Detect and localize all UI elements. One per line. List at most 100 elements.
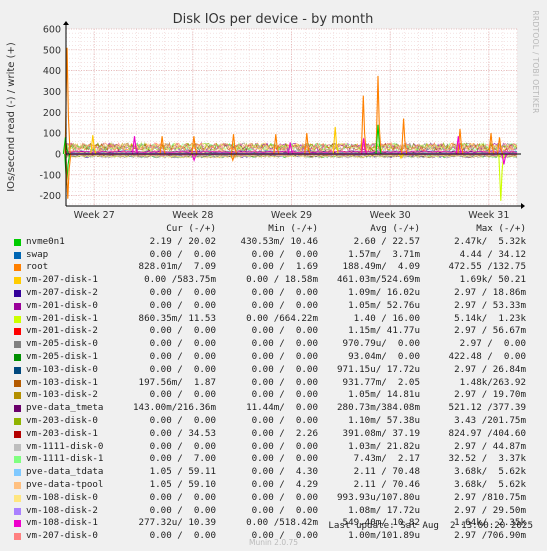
legend-min: 0.00 / 4.29 bbox=[251, 478, 318, 490]
legend-row: vm-201-disk-1 860.35m/ 11.53 0.00 /664.22m… bbox=[12, 313, 537, 326]
legend-max: 2.97 / 53.33m bbox=[454, 299, 526, 311]
legend-name: pve-data-tpool bbox=[26, 478, 104, 490]
legend-min: 0.00 / 0.00 bbox=[251, 363, 318, 375]
legend-cur: 2.19 / 20.02 bbox=[149, 235, 216, 247]
header-min: Min (-/+) bbox=[268, 223, 318, 234]
legend-avg: 971.15u/ 17.72u bbox=[337, 363, 420, 375]
legend-avg: 7.43m/ 2.17 bbox=[353, 453, 420, 465]
header-max: Max (-/+) bbox=[476, 223, 526, 234]
axes bbox=[63, 21, 525, 209]
legend-name: vm-203-disk-1 bbox=[26, 427, 98, 439]
legend-min: 0.00 / 0.00 bbox=[251, 389, 318, 401]
legend-min: 430.53m/ 10.46 bbox=[240, 235, 318, 247]
legend-row: vm-201-disk-2 0.00 / 0.00 0.00 / 0.00 1.15m… bbox=[12, 325, 537, 338]
legend-name: vm-108-disk-2 bbox=[26, 504, 98, 516]
legend-swatch bbox=[14, 469, 21, 477]
legend-swatch bbox=[14, 417, 21, 425]
legend-cur: 0.00 / 0.00 bbox=[149, 530, 216, 542]
legend-min: 0.00 / 0.00 bbox=[251, 350, 318, 362]
y-tick-label: 300 bbox=[43, 87, 61, 98]
legend-max: 824.97 /404.60 bbox=[448, 427, 526, 439]
legend-avg: 1.40 / 16.00 bbox=[353, 312, 420, 324]
legend-name: vm-207-disk-1 bbox=[26, 274, 98, 286]
series-spike bbox=[398, 153, 405, 160]
legend-swatch bbox=[14, 315, 21, 323]
legend-max: 2.97 / 26.84m bbox=[454, 363, 526, 375]
legend-name: vm-201-disk-0 bbox=[26, 299, 98, 311]
legend-max: 2.97 / 29.50m bbox=[454, 504, 526, 516]
legend-min: 0.00 / 0.00 bbox=[251, 440, 318, 452]
legend-swatch bbox=[14, 238, 21, 246]
legend-max: 2.97 / 18.86m bbox=[454, 286, 526, 298]
legend-cur: 0.00 /583.75m bbox=[144, 274, 216, 286]
series-line-write bbox=[65, 150, 518, 154]
legend-max: 5.14k/ 1.23k bbox=[454, 312, 526, 324]
legend-row: vm-203-disk-1 0.00 / 34.53 0.00 / 2.26 391.… bbox=[12, 428, 537, 441]
legend-rows: nvme0n1 2.19 / 20.02 430.53m/ 10.46 2.60 / … bbox=[12, 236, 537, 543]
series-spike bbox=[332, 126, 339, 154]
x-tick-label: Week 29 bbox=[271, 210, 312, 221]
legend-max: 2.47k/ 5.32k bbox=[454, 235, 526, 247]
legend-cur: 0.00 / 0.00 bbox=[149, 389, 216, 401]
legend-avg: 1.09m/ 16.02u bbox=[348, 286, 420, 298]
legend-avg: 1.03m/ 21.82u bbox=[348, 440, 420, 452]
legend-avg: 1.10m/ 57.38u bbox=[348, 414, 420, 426]
legend-row: root 828.01m/ 7.09 0.00 / 1.69 188.49m/ 4.0… bbox=[12, 261, 537, 274]
legend-row: vm-207-disk-0 0.00 / 0.00 0.00 / 0.00 1.00m… bbox=[12, 530, 537, 543]
legend-max: 2.97 /706.90m bbox=[454, 530, 526, 542]
legend-swatch bbox=[14, 456, 21, 464]
y-tick-label: 200 bbox=[43, 108, 61, 119]
legend-row: vm-103-disk-2 0.00 / 0.00 0.00 / 0.00 1.05m… bbox=[12, 389, 537, 402]
y-tick-label: 100 bbox=[43, 129, 61, 140]
legend-min: 0.00 / 0.00 bbox=[251, 453, 318, 465]
legend-row: vm-207-disk-2 0.00 / 0.00 0.00 / 0.00 1.09m… bbox=[12, 287, 537, 300]
legend-cur: 0.00 / 0.00 bbox=[149, 338, 216, 350]
legend-cur: 0.00 / 0.00 bbox=[149, 350, 216, 362]
legend-max: 521.12 /377.39 bbox=[448, 402, 526, 414]
x-tick-label: Week 27 bbox=[74, 210, 115, 221]
legend-cur: 0.00 / 0.00 bbox=[149, 363, 216, 375]
legend-min: 0.00 / 0.00 bbox=[251, 248, 318, 260]
legend-swatch bbox=[14, 328, 21, 336]
legend-max: 1.64k/ 2.35k bbox=[454, 517, 526, 529]
legend-cur: 143.00m/216.36m bbox=[133, 402, 216, 414]
legend-avg: 391.08m/ 37.19 bbox=[342, 427, 420, 439]
series-spike bbox=[375, 124, 382, 154]
legend-row: pve-data_tdata 1.05 / 59.11 0.00 / 4.30 2.1… bbox=[12, 466, 537, 479]
legend-row: vm-205-disk-1 0.00 / 0.00 0.00 / 0.00 93.04… bbox=[12, 351, 537, 364]
legend-swatch bbox=[14, 251, 21, 259]
legend-name: vm-201-disk-2 bbox=[26, 325, 98, 337]
legend-min: 0.00 / 0.00 bbox=[251, 325, 318, 337]
legend-row: vm-103-disk-1 197.56m/ 1.87 0.00 / 0.00 931… bbox=[12, 377, 537, 390]
series-spike bbox=[488, 133, 495, 155]
series-spike bbox=[496, 137, 504, 155]
series-spike bbox=[90, 135, 97, 155]
legend-name: vm-108-disk-0 bbox=[26, 491, 98, 503]
legend-min: 0.00 / 4.30 bbox=[251, 466, 318, 478]
legend-row: vm-1111-disk-1 0.00 / 7.00 0.00 / 0.00 7.43… bbox=[12, 453, 537, 466]
x-tick-label: Week 28 bbox=[172, 210, 213, 221]
legend-max: 2.97 / 19.70m bbox=[454, 389, 526, 401]
legend-min: 0.00 /664.22m bbox=[246, 312, 318, 324]
legend-row: vm-201-disk-0 0.00 / 0.00 0.00 / 0.00 1.05m… bbox=[12, 300, 537, 313]
legend-row: vm-1111-disk-0 0.00 / 0.00 0.00 / 0.00 1.03… bbox=[12, 441, 537, 454]
legend-avg: 1.57m/ 3.71m bbox=[348, 248, 420, 260]
munin-version: Munin 2.0.75 bbox=[248, 538, 299, 547]
legend-max: 422.48 / 0.00 bbox=[448, 350, 526, 362]
legend-avg: 549.40m/ 10.82 bbox=[342, 517, 420, 529]
legend-row: vm-108-disk-0 0.00 / 0.00 0.00 / 0.00 993.9… bbox=[12, 492, 537, 505]
legend-name: nvme0n1 bbox=[26, 235, 65, 247]
y-axis-arrow bbox=[63, 21, 69, 25]
x-tick-label: Week 31 bbox=[468, 210, 509, 221]
legend-max: 2.97 / 56.67m bbox=[454, 325, 526, 337]
legend-cur: 0.00 / 0.00 bbox=[149, 491, 216, 503]
header-cur: Cur (-/+) bbox=[166, 223, 216, 234]
legend-row: nvme0n1 2.19 / 20.02 430.53m/ 10.46 2.60 / … bbox=[12, 236, 537, 249]
legend-cur: 277.32u/ 10.39 bbox=[138, 517, 216, 529]
legend-max: 2.97 /810.75m bbox=[454, 491, 526, 503]
y-tick-label: 0 bbox=[55, 149, 61, 160]
legend-swatch bbox=[14, 533, 21, 541]
legend-avg: 1.05m/ 52.76u bbox=[348, 299, 420, 311]
legend-swatch bbox=[14, 379, 21, 387]
